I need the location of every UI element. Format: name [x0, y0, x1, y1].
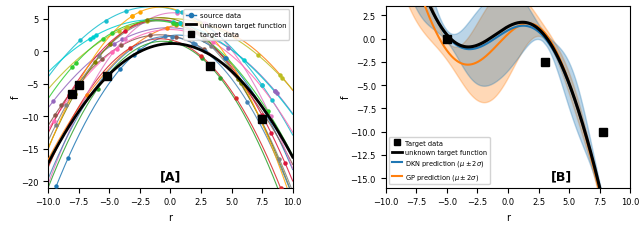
Y-axis label: f: f	[340, 96, 351, 99]
X-axis label: r: r	[506, 212, 510, 222]
Text: [B]: [B]	[551, 169, 573, 182]
Text: [A]: [A]	[159, 169, 181, 182]
X-axis label: r: r	[168, 212, 172, 222]
Y-axis label: f: f	[11, 96, 20, 99]
Legend: source data, unknown target function, target data: source data, unknown target function, ta…	[183, 10, 289, 41]
Legend: Target data, unknown target function, DKN prediction ($\mu \pm 2\sigma$), GP pre: Target data, unknown target function, DK…	[389, 137, 490, 185]
